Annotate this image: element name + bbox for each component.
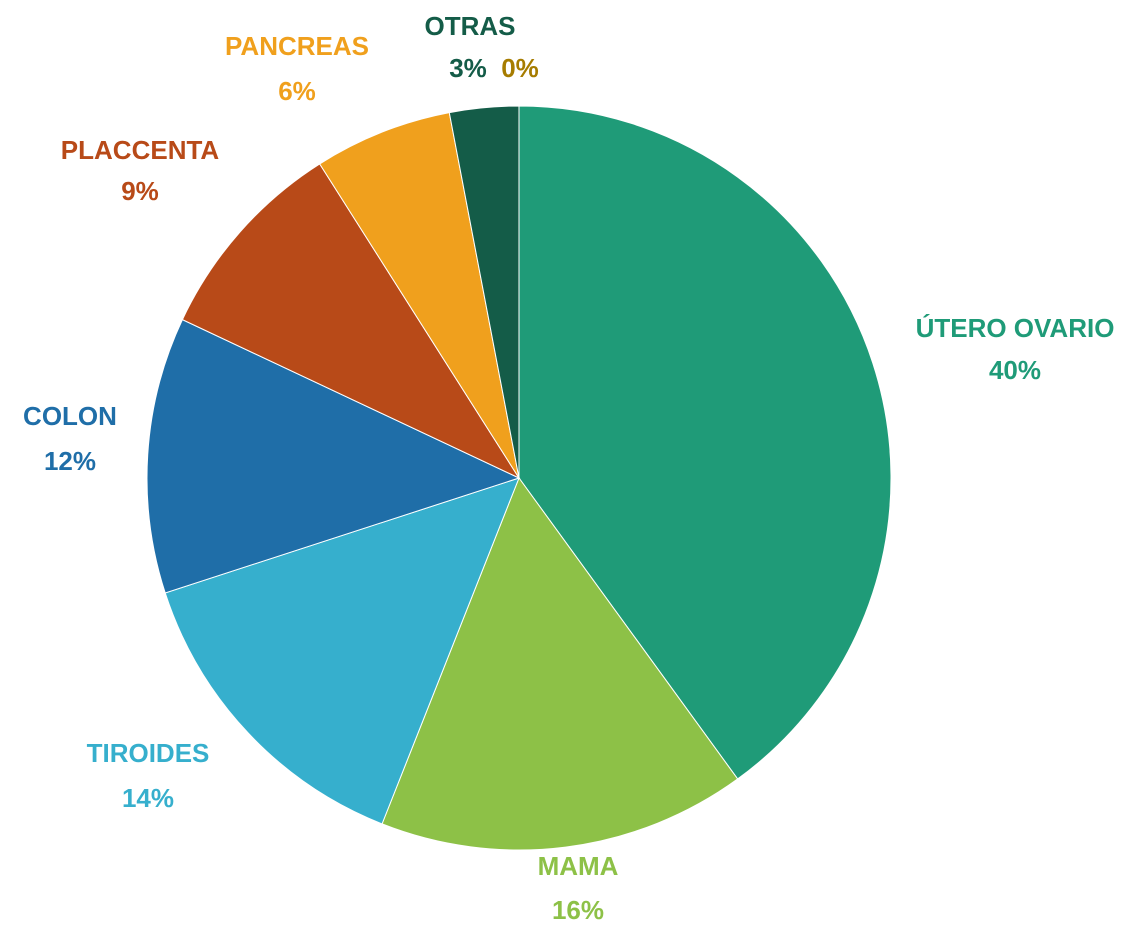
- pie-slice: [448, 105, 520, 479]
- value-label: 16%: [552, 895, 604, 925]
- value-label: 40%: [989, 355, 1041, 385]
- value-label: 0%: [501, 53, 539, 83]
- slice-label: ÚTERO OVARIO: [916, 313, 1115, 343]
- value-label: 6%: [278, 76, 316, 106]
- pie-slice: [146, 318, 521, 594]
- pie-slice: [181, 163, 521, 480]
- slice-label: OTRAS: [425, 11, 516, 41]
- slice-label: TIROIDES: [87, 738, 210, 768]
- pie-slice: [318, 112, 520, 479]
- pie-slice: [381, 476, 739, 851]
- value-label: 9%: [121, 176, 159, 206]
- slice-label: COLON: [23, 401, 117, 431]
- value-label: 12%: [44, 446, 96, 476]
- slice-label: MAMA: [538, 851, 619, 881]
- pie-slice: [518, 105, 892, 780]
- value-label: 14%: [122, 783, 174, 813]
- slice-label: PANCREAS: [225, 31, 369, 61]
- value-label: 3%: [449, 53, 487, 83]
- slice-label: PLACCENTA: [61, 135, 220, 165]
